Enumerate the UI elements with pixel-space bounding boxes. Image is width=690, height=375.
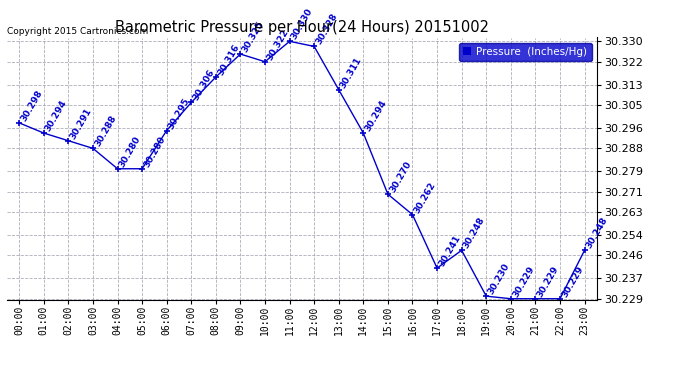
Text: 30.241: 30.241 — [437, 234, 462, 268]
Text: 30.330: 30.330 — [290, 7, 315, 41]
Text: 30.248: 30.248 — [462, 216, 486, 250]
Text: 30.298: 30.298 — [19, 88, 44, 123]
Text: 30.291: 30.291 — [68, 106, 93, 141]
Text: 30.280: 30.280 — [117, 135, 143, 169]
Text: 30.328: 30.328 — [314, 12, 339, 46]
Legend: Pressure  (Inches/Hg): Pressure (Inches/Hg) — [459, 43, 591, 61]
Text: 30.294: 30.294 — [43, 99, 69, 133]
Text: 30.295: 30.295 — [167, 96, 192, 130]
Text: 30.248: 30.248 — [584, 216, 610, 250]
Text: Copyright 2015 Cartronics.com: Copyright 2015 Cartronics.com — [7, 27, 148, 36]
Text: 30.306: 30.306 — [191, 68, 216, 102]
Text: 30.262: 30.262 — [413, 180, 437, 214]
Text: 30.294: 30.294 — [364, 99, 388, 133]
Text: 30.280: 30.280 — [142, 135, 167, 169]
Text: 30.230: 30.230 — [486, 262, 511, 296]
Text: 30.316: 30.316 — [216, 43, 241, 77]
Text: 30.229: 30.229 — [560, 264, 585, 299]
Text: 30.288: 30.288 — [93, 114, 118, 148]
Text: 30.229: 30.229 — [535, 264, 560, 299]
Text: 30.322: 30.322 — [265, 27, 290, 62]
Text: 30.311: 30.311 — [339, 56, 364, 90]
Text: 30.229: 30.229 — [511, 264, 536, 299]
Title: Barometric Pressure per Hour(24 Hours) 20151002: Barometric Pressure per Hour(24 Hours) 2… — [115, 20, 489, 35]
Text: 30.270: 30.270 — [388, 160, 413, 194]
Text: 30.325: 30.325 — [240, 20, 266, 54]
